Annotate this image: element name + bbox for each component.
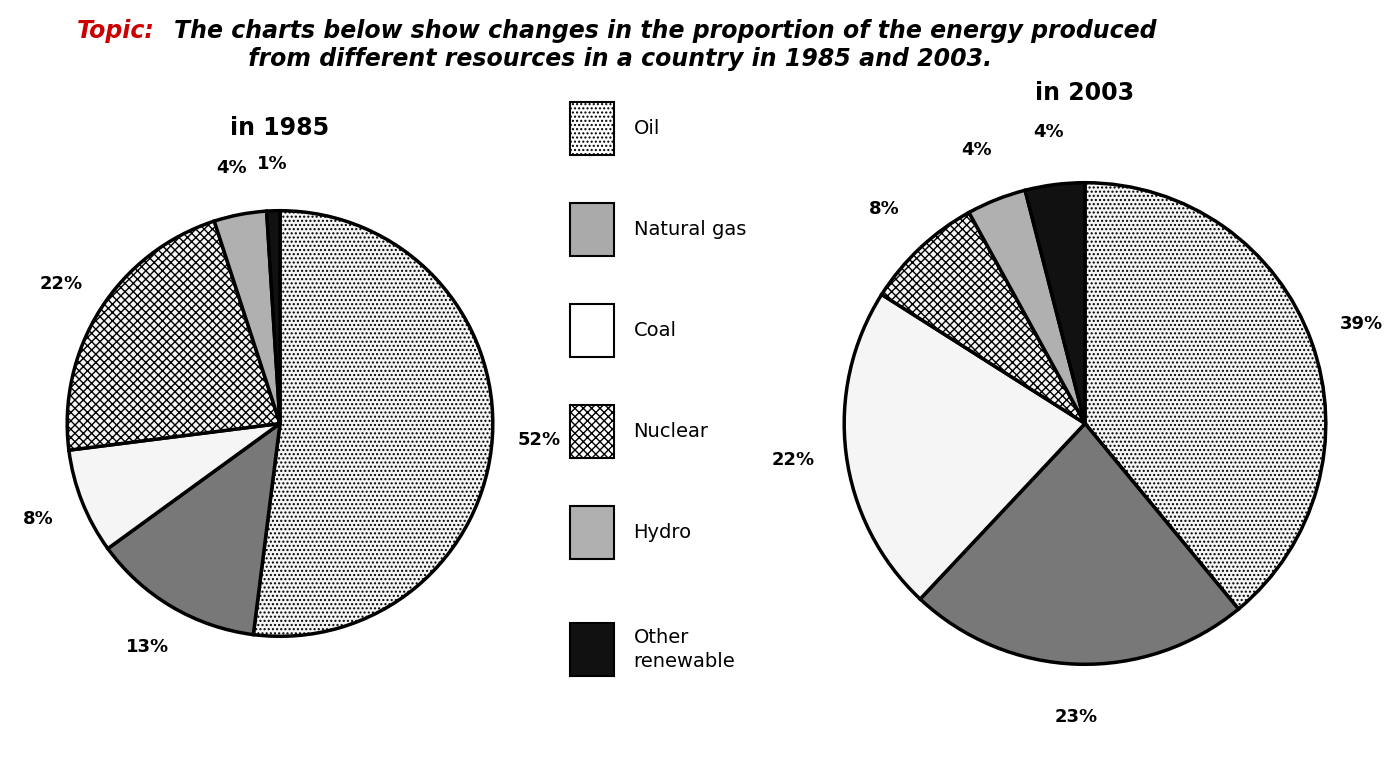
FancyBboxPatch shape (570, 405, 613, 458)
Wedge shape (844, 294, 1085, 599)
Wedge shape (920, 424, 1239, 665)
Wedge shape (1025, 182, 1085, 424)
Wedge shape (969, 190, 1085, 424)
FancyBboxPatch shape (570, 623, 613, 676)
Text: 39%: 39% (1340, 315, 1383, 333)
Wedge shape (1085, 182, 1326, 609)
Wedge shape (69, 424, 280, 548)
Text: 23%: 23% (1054, 708, 1098, 726)
Text: Topic:: Topic: (77, 19, 155, 43)
Wedge shape (108, 424, 280, 634)
Text: 13%: 13% (126, 638, 169, 656)
Text: Coal: Coal (633, 321, 676, 340)
Text: The charts below show changes in the proportion of the energy produced
         : The charts below show changes in the pro… (174, 19, 1156, 71)
Wedge shape (67, 221, 280, 450)
Text: 8%: 8% (24, 510, 55, 528)
Wedge shape (266, 211, 280, 424)
Text: 4%: 4% (1033, 123, 1064, 141)
Text: 52%: 52% (518, 430, 560, 449)
Wedge shape (253, 211, 493, 636)
Text: Other
renewable: Other renewable (633, 628, 735, 671)
FancyBboxPatch shape (570, 203, 613, 256)
Text: 22%: 22% (39, 276, 83, 293)
FancyBboxPatch shape (570, 506, 613, 560)
Text: 1%: 1% (256, 155, 287, 173)
FancyBboxPatch shape (570, 303, 613, 357)
Text: 4%: 4% (962, 142, 993, 159)
Text: Oil: Oil (633, 119, 659, 138)
Title: in 2003: in 2003 (1036, 82, 1134, 105)
Text: Natural gas: Natural gas (633, 220, 746, 239)
Text: 4%: 4% (216, 159, 246, 177)
Text: Nuclear: Nuclear (633, 422, 708, 441)
Text: 22%: 22% (771, 451, 815, 470)
Text: Hydro: Hydro (633, 523, 692, 542)
Wedge shape (214, 211, 280, 424)
Wedge shape (882, 213, 1085, 424)
Text: 8%: 8% (868, 200, 899, 219)
Title: in 1985: in 1985 (231, 116, 329, 140)
FancyBboxPatch shape (570, 102, 613, 156)
